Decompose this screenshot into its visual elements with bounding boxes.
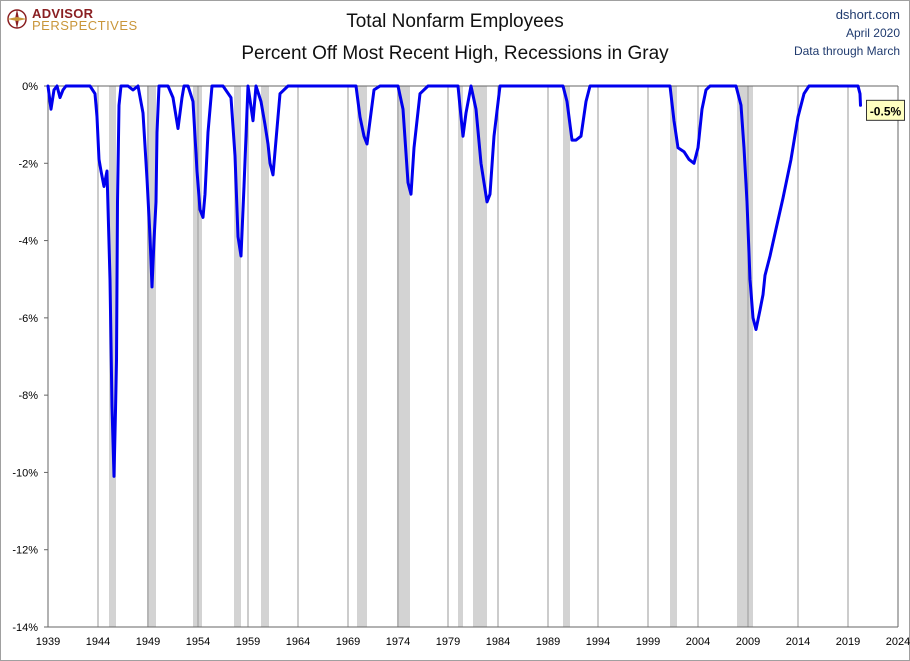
recession-band-8 — [473, 86, 487, 627]
x-tick-label-1974: 1974 — [386, 636, 410, 648]
x-tick-label-1994: 1994 — [586, 636, 610, 648]
callout-label: -0.5% — [870, 104, 902, 118]
y-tick-label-3: -6% — [18, 313, 38, 325]
source-date: April 2020 — [845, 26, 900, 40]
logo-line-1: ADVISOR — [32, 6, 94, 21]
x-tick-label-1939: 1939 — [36, 636, 60, 648]
y-tick-label-4: -8% — [18, 390, 38, 402]
recession-band-3 — [234, 86, 241, 627]
x-tick-label-1959: 1959 — [236, 636, 260, 648]
x-tick-label-2024: 2024 — [886, 636, 910, 648]
recession-band-1 — [147, 86, 156, 627]
x-tick-label-1949: 1949 — [136, 636, 160, 648]
x-tick-label-1964: 1964 — [286, 636, 310, 648]
series-line-0 — [46, 84, 862, 478]
y-tick-label-6: -12% — [12, 545, 38, 557]
x-tick-label-2004: 2004 — [686, 636, 710, 648]
x-tick-label-2019: 2019 — [836, 636, 860, 648]
y-tick-label-2: -4% — [18, 236, 38, 248]
recession-band-7 — [458, 86, 463, 627]
recession-band-6 — [397, 86, 410, 627]
logo-line-2: PERSPECTIVES — [32, 18, 138, 33]
recession-band-4 — [261, 86, 269, 627]
x-tick-label-2014: 2014 — [786, 636, 810, 648]
x-tick-label-1954: 1954 — [186, 636, 210, 648]
x-tick-label-1944: 1944 — [86, 636, 110, 648]
x-tick-label-1979: 1979 — [436, 636, 460, 648]
last-value-callout: -0.5% — [866, 99, 905, 121]
chart-subtitle: Percent Off Most Recent High, Recessions… — [241, 43, 669, 64]
x-tick-label-1999: 1999 — [636, 636, 660, 648]
x-tick-label-1969: 1969 — [336, 636, 360, 648]
x-tick-label-1984: 1984 — [486, 636, 510, 648]
y-tick-label-0: 0% — [22, 81, 38, 93]
source-site: dshort.com — [835, 7, 900, 22]
recession-band-5 — [357, 86, 367, 627]
y-tick-label-5: -10% — [12, 467, 38, 479]
recession-band-9 — [563, 86, 570, 627]
y-tick-label-7: -14% — [12, 622, 38, 634]
chart-title: Total Nonfarm Employees — [346, 11, 564, 32]
x-tick-label-1989: 1989 — [536, 636, 560, 648]
callout-box — [866, 99, 905, 121]
x-tick-label-2009: 2009 — [736, 636, 760, 648]
y-tick-label-1: -2% — [18, 158, 38, 170]
recession-band-10 — [670, 86, 677, 627]
source-note: Data through March — [793, 44, 900, 58]
compass-icon — [7, 9, 27, 29]
